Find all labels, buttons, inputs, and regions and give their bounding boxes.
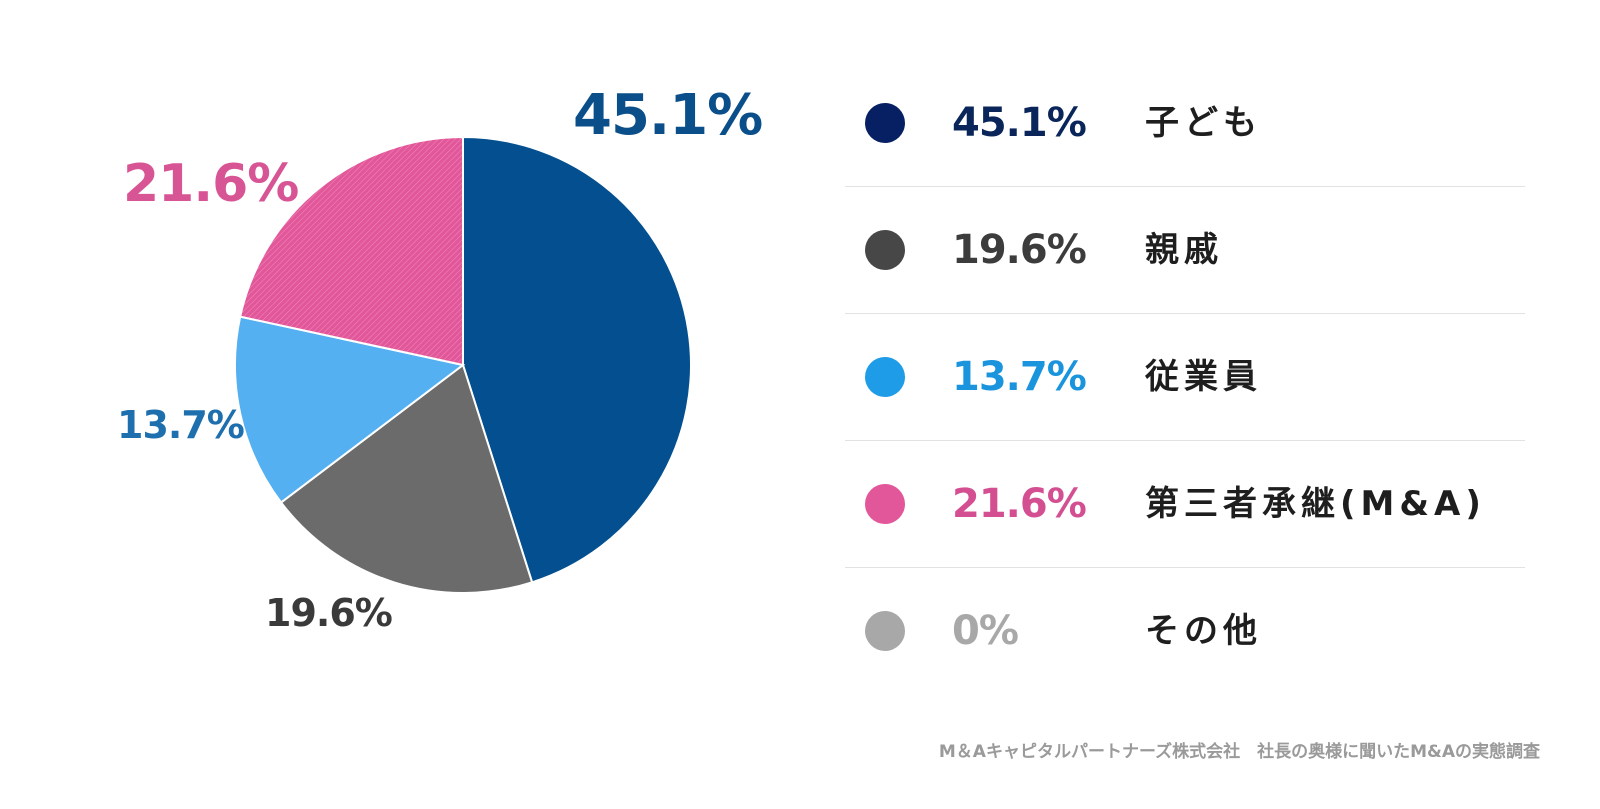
legend-item: 13.7% 従業員 (845, 314, 1525, 441)
pie-slice (462, 135, 692, 584)
legend-swatch (865, 103, 905, 143)
legend-swatch (865, 484, 905, 524)
legend-swatch (865, 357, 905, 397)
pie-chart (233, 135, 692, 594)
legend-percent: 0% (952, 608, 1019, 654)
legend-percent: 19.6% (952, 227, 1087, 273)
legend-percent: 13.7% (952, 354, 1087, 400)
pie-slice (238, 135, 464, 367)
legend-item: 19.6% 親戚 (845, 187, 1525, 314)
legend-label: 第三者承継(M&A) (1145, 484, 1486, 524)
legend: 45.1% 子ども 19.6% 親戚 13.7% 従業員 21.6% 第三者承継(M&A) 0%… (845, 60, 1525, 694)
legend-percent: 45.1% (952, 100, 1087, 146)
legend-swatch (865, 230, 905, 270)
legend-percent: 21.6% (952, 481, 1087, 527)
pie-slice (233, 315, 466, 504)
legend-item: 0% その他 (845, 568, 1525, 694)
source-note: M＆Aキャピタルパートナーズ株式会社 社長の奥様に聞いたM&Aの実態調査 (938, 742, 1540, 762)
pie-slice-label: 19.6% (265, 591, 393, 635)
legend-label: 従業員 (1145, 357, 1262, 397)
legend-label: その他 (1145, 611, 1262, 651)
legend-item: 21.6% 第三者承継(M&A) (845, 441, 1525, 568)
legend-swatch (865, 611, 905, 651)
pie-slice-label: 45.1% (573, 83, 763, 148)
pie-slice (279, 363, 534, 594)
legend-label: 子ども (1145, 103, 1262, 143)
pie-slice-label: 13.7% (117, 403, 245, 447)
legend-item: 45.1% 子ども (845, 60, 1525, 187)
legend-label: 親戚 (1145, 230, 1223, 270)
pie-slice-label: 21.6% (123, 154, 299, 214)
